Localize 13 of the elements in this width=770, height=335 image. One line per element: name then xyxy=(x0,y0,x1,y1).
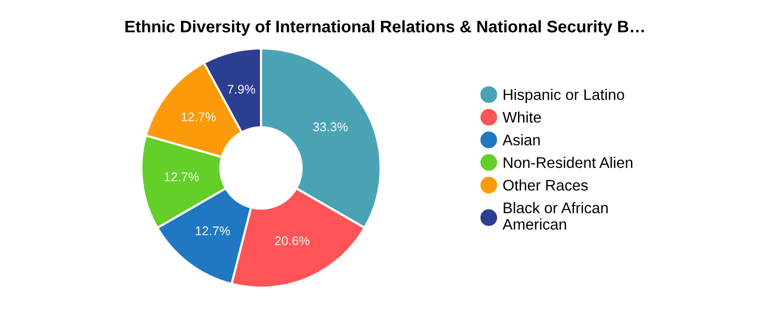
data-label: 33.3% xyxy=(313,122,348,132)
data-label: 12.7% xyxy=(164,172,199,182)
legend-label: Asian xyxy=(502,134,540,146)
data-label: 12.7% xyxy=(196,226,230,236)
data-label: 7.9% xyxy=(228,84,256,94)
legend-label: Non-Resident Alien xyxy=(504,156,632,168)
legend-label: Black or African American xyxy=(502,202,608,230)
chart-title: Ethnic Diversity of International Relations & National Security B… xyxy=(125,20,644,36)
legend-label: White xyxy=(502,111,541,123)
legend-label: Other Races xyxy=(503,179,588,191)
legend-label: Hispanic or Latino xyxy=(504,88,624,104)
data-label: 12.7% xyxy=(182,112,216,122)
data-label: 20.6% xyxy=(275,236,310,246)
